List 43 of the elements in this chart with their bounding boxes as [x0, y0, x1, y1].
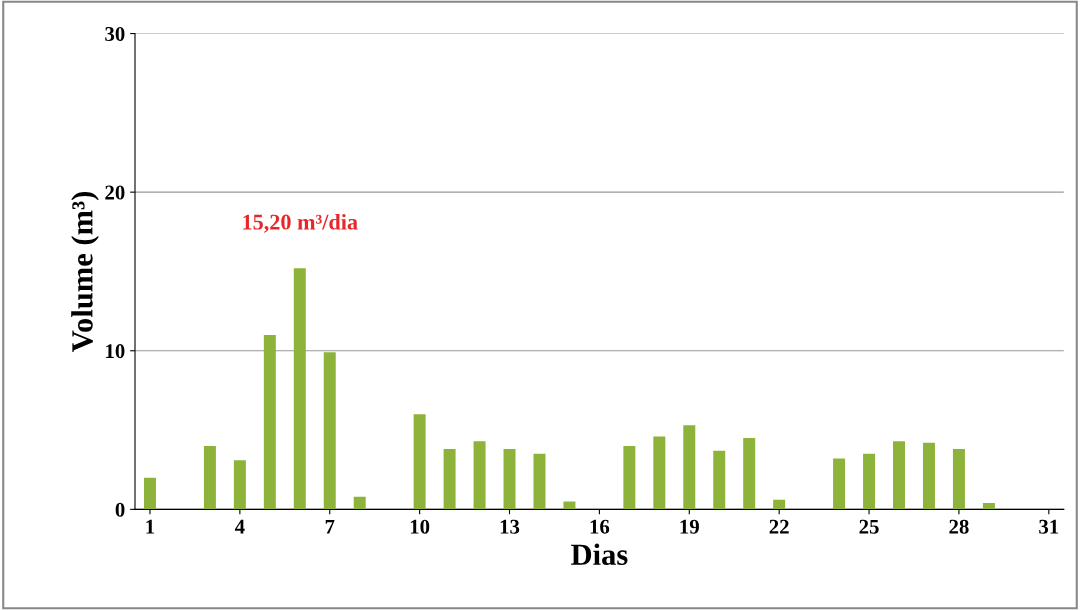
bar — [413, 414, 426, 510]
bar — [982, 503, 995, 510]
y-tick-label: 20 — [105, 185, 125, 200]
x-tick-label: 10 — [410, 519, 430, 534]
x-tick-label: 13 — [500, 519, 520, 534]
bar — [952, 449, 965, 510]
bar — [473, 441, 486, 510]
y-tick-label: 10 — [106, 344, 125, 359]
bar — [743, 437, 756, 510]
x-tick-label: 16 — [590, 519, 610, 534]
bar — [563, 501, 576, 510]
bar — [773, 499, 786, 510]
bar — [713, 450, 726, 510]
x-tick-label: 1 — [146, 519, 155, 534]
y-tick-label: 30 — [105, 26, 125, 41]
bar — [323, 352, 336, 510]
y-axis-title: Volume (m³) — [71, 191, 99, 352]
bar — [503, 449, 516, 510]
x-tick-label: 28 — [949, 519, 969, 534]
bar — [833, 458, 846, 510]
bar — [233, 460, 246, 510]
x-axis-title: Dias — [571, 543, 628, 566]
bar — [353, 496, 366, 510]
y-tick-label: 0 — [115, 502, 125, 517]
x-tick-label: 19 — [680, 519, 699, 534]
bar — [922, 442, 935, 510]
bar — [263, 334, 276, 510]
annotation: 15,20 m³/dia — [243, 213, 358, 233]
bar — [623, 445, 636, 510]
x-tick-label: 7 — [325, 519, 335, 534]
bar — [143, 477, 156, 510]
bar — [893, 441, 906, 510]
bar — [653, 436, 666, 510]
x-tick-label: 22 — [769, 519, 789, 534]
bar — [443, 449, 456, 510]
x-tick-label: 25 — [859, 519, 879, 534]
x-tick-label: 31 — [1039, 519, 1059, 534]
x-tick-label: 4 — [234, 519, 245, 534]
bar — [533, 453, 546, 510]
bar — [683, 425, 696, 510]
bar — [863, 453, 876, 510]
bar — [293, 268, 306, 510]
bar — [203, 445, 216, 510]
